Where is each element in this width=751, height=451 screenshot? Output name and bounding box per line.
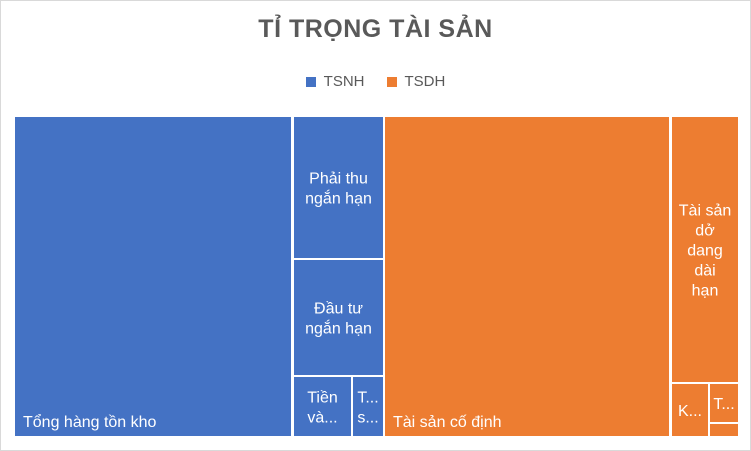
treemap-tile-tsnh-3 [294,377,351,436]
treemap-label-tsdh-0: Tài sản cố định [393,414,502,431]
legend-label-tsnh: TSNH [323,73,365,90]
legend: TSNH TSDH [1,73,750,90]
treemap-label-tsnh-0: Tổng hàng tồn kho [23,413,157,431]
treemap-tile-tsdh-0 [385,117,669,436]
legend-label-tsdh: TSDH [404,73,446,90]
legend-swatch-tsdh [386,76,397,87]
treemap-label-tsdh-2: K... [678,403,702,420]
legend-item-tsdh: TSDH [386,73,446,90]
treemap-tile-tsdh-1 [672,117,738,382]
legend-swatch-tsnh [305,76,316,87]
treemap-label-tsnh-1: Phải thu ngắn hạn [305,171,372,208]
treemap-tile-tsnh-1 [294,117,383,258]
treemap-tile-tsnh-4 [353,377,383,436]
treemap-label-tsnh-4: T... s... [357,390,378,427]
treemap-tile-tsdh-4 [710,424,738,436]
treemap-tile-tsnh-0 [15,117,291,436]
treemap-label-tsdh-1: Tài sản dở dang dài hạn [679,203,731,300]
treemap-label-tsnh-3: Tiền và... [307,390,338,427]
treemap-tile-tsdh-3 [710,384,738,422]
legend-item-tsnh: TSNH [305,73,365,90]
treemap-tile-tsnh-2 [294,260,383,375]
treemap-tile-tsdh-2 [672,384,708,436]
treemap-label-tsdh-3: T... [713,396,734,413]
chart-title: TỈ TRỌNG TÀI SẢN [258,15,493,43]
treemap-label-tsnh-2: Đầu tư ngắn hạn [305,301,372,338]
